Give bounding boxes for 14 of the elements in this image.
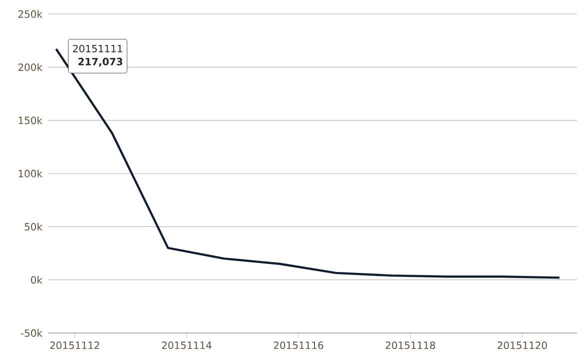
y-tick-label: 150k [18, 116, 42, 124]
annotation: 20151111 [73, 44, 122, 52]
y-tick-label: 100k [18, 170, 42, 178]
x-tick-label: 20151114 [162, 342, 212, 350]
x-tick-label: 20151118 [386, 342, 436, 350]
x-tick-label: 20151112 [50, 342, 100, 350]
y-tick-label: 200k [18, 63, 42, 72]
x-tick-label: 20151116 [274, 342, 324, 350]
annotation: 217,073 [78, 58, 122, 67]
y-tick-label: 250k [18, 10, 42, 18]
y-tick-label: -50k [20, 329, 42, 337]
x-tick-label: 20151120 [498, 342, 547, 350]
y-tick-label: 0k [31, 276, 42, 284]
y-tick-label: 50k [24, 222, 42, 231]
